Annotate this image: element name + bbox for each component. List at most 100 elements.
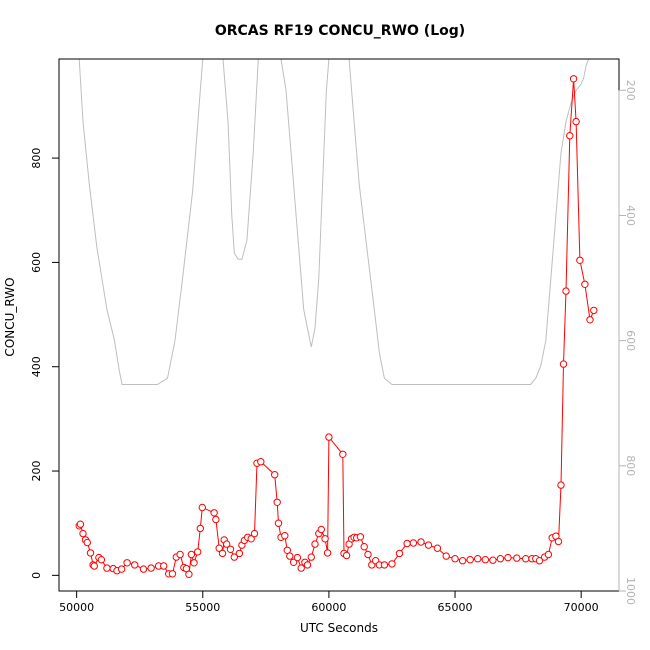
data-point xyxy=(86,549,95,557)
data-point xyxy=(190,559,198,567)
x-tick-label: 60000 xyxy=(311,601,346,614)
data-point xyxy=(303,561,312,569)
data-point xyxy=(97,556,106,564)
data-point xyxy=(293,553,302,562)
data-point xyxy=(496,555,505,563)
y-tick-label: 200 xyxy=(30,461,43,482)
data-point xyxy=(198,503,207,512)
secondary-series-layer xyxy=(78,59,590,385)
data-point xyxy=(572,117,580,126)
y-tick-label: 400 xyxy=(30,356,43,377)
data-point xyxy=(147,564,155,572)
data-point xyxy=(576,256,584,264)
data-point xyxy=(342,551,351,560)
data-point xyxy=(76,520,85,528)
data-point xyxy=(557,481,565,489)
data-point xyxy=(433,544,442,552)
data-point xyxy=(215,544,223,552)
data-point xyxy=(323,549,332,557)
data-point xyxy=(223,540,231,548)
data-point xyxy=(380,561,389,569)
data-point xyxy=(356,533,365,541)
data-point xyxy=(522,555,530,563)
data-point xyxy=(451,555,459,563)
data-point xyxy=(590,306,598,315)
y-tick-label: 600 xyxy=(30,252,43,273)
primary-series-layer xyxy=(75,75,598,578)
data-point xyxy=(273,498,281,506)
x-axis-label: UTC Seconds xyxy=(300,621,378,635)
y-tick-label: 800 xyxy=(30,148,43,169)
x-axis: 50000 55000 60000 65000 70000 xyxy=(59,590,599,614)
data-point xyxy=(569,75,578,83)
data-point xyxy=(586,316,594,324)
data-point xyxy=(212,515,220,524)
data-point xyxy=(247,535,255,543)
x-tick-label: 55000 xyxy=(185,601,220,614)
data-point xyxy=(489,556,497,564)
data-point xyxy=(160,562,168,570)
data-point xyxy=(168,570,177,578)
data-point xyxy=(250,529,259,538)
data-point xyxy=(481,556,489,564)
data-point xyxy=(117,565,126,573)
data-point xyxy=(257,458,265,466)
data-point xyxy=(466,556,474,564)
data-point xyxy=(559,360,568,368)
data-point xyxy=(513,554,521,562)
data-point xyxy=(210,509,218,517)
data-point xyxy=(544,550,553,559)
data-point xyxy=(403,539,411,548)
data-point xyxy=(535,557,544,565)
secondary-series-line xyxy=(78,59,590,385)
data-point xyxy=(185,570,193,578)
data-point xyxy=(311,540,319,548)
data-point xyxy=(317,525,325,534)
plot-frame xyxy=(58,58,620,592)
data-point xyxy=(339,450,347,458)
data-point xyxy=(218,549,227,558)
data-point xyxy=(566,132,574,140)
chart-title: ORCAS RF19 CONCU_RWO (Log) xyxy=(215,23,465,39)
data-point xyxy=(458,557,467,565)
data-point xyxy=(139,565,148,573)
x-tick-label: 50000 xyxy=(59,601,94,614)
data-point xyxy=(307,553,315,561)
x-tick-label: 65000 xyxy=(438,601,473,614)
data-point xyxy=(103,564,111,572)
data-point xyxy=(417,538,425,546)
y2-tick-label: 800 xyxy=(624,455,637,476)
data-point xyxy=(131,561,139,569)
data-point xyxy=(297,564,305,572)
data-point xyxy=(187,550,196,559)
data-point xyxy=(79,529,87,538)
data-point xyxy=(424,541,433,549)
primary-series-line xyxy=(78,78,595,577)
data-point xyxy=(395,549,404,558)
data-point xyxy=(274,519,283,527)
data-point xyxy=(388,560,396,568)
data-point xyxy=(409,539,418,547)
data-point xyxy=(123,559,131,567)
y2-tick-label: 200 xyxy=(624,80,637,101)
data-point xyxy=(325,433,333,441)
y2-tick-label: 600 xyxy=(624,330,637,351)
y2-tick-label: 1000 xyxy=(624,577,637,605)
data-point xyxy=(90,562,99,570)
data-point xyxy=(286,552,294,560)
data-point xyxy=(474,555,482,563)
data-point xyxy=(176,550,184,559)
x-tick-label: 70000 xyxy=(564,601,599,614)
data-point xyxy=(442,552,450,560)
data-point xyxy=(321,535,329,543)
y2-tick-label: 400 xyxy=(624,205,637,226)
y-tick-label: 0 xyxy=(30,572,43,579)
data-point xyxy=(235,549,244,558)
data-point xyxy=(281,532,289,540)
y-axis-label: CONCU_RWO xyxy=(3,277,17,356)
data-point xyxy=(562,287,570,295)
data-point xyxy=(360,543,368,551)
data-point xyxy=(271,471,279,479)
y-axis-left: 0 200 400 600 800 xyxy=(30,148,60,579)
